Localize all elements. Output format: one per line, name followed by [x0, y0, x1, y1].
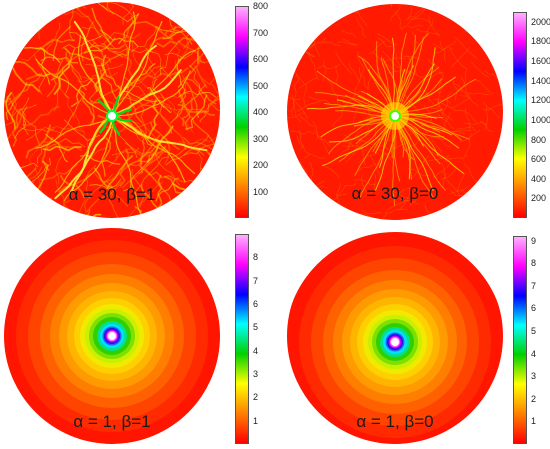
colorbar-tick-label: 7 — [531, 280, 537, 291]
colorbar-tick-label: 1 — [253, 415, 259, 426]
panel-caption: α = 30, β=0 — [351, 184, 439, 203]
colorbar — [513, 236, 527, 444]
colorbar-tick-label: 4 — [253, 345, 259, 356]
colorbar-tick-label: 1200 — [531, 95, 550, 106]
colorbar-tick-label: 5 — [253, 322, 259, 333]
disc-plot: α = 1, β=0 — [287, 228, 503, 444]
colorbar-tick-label: 9 — [531, 235, 537, 246]
concentric-field-svg — [287, 232, 503, 444]
colorbar-tick-label: 1000 — [531, 114, 550, 125]
colorbar-tick-label: 600 — [253, 54, 269, 64]
panel-alpha1-beta1: α = 1, β=1 8 7 6 5 4 3 2 1 — [0, 224, 275, 449]
colorbar — [513, 12, 527, 218]
colorbar-tick-label: 200 — [531, 193, 547, 204]
concentric-field-svg — [4, 228, 220, 444]
colorbar-tick-label: 500 — [253, 80, 269, 91]
colorbar-tick-label: 400 — [253, 107, 269, 117]
colorbar-ticks: 9 8 7 6 5 4 3 2 1 — [531, 236, 550, 444]
colorbar-ticks: 8 7 6 5 4 3 2 1 — [253, 234, 275, 444]
panel-alpha1-beta0: α = 1, β=0 9 8 7 6 5 4 3 2 1 — [275, 224, 550, 449]
colorbar-tick-label: 7 — [253, 275, 259, 286]
panel-alpha30-beta1: α = 30, β=1 800 700 600 500 400 300 200 100 — [0, 0, 275, 224]
colorbar-tick-label: 5 — [531, 325, 537, 336]
panel-caption: α = 1, β=1 — [73, 412, 151, 431]
colorbar-tick-label: 100 — [253, 186, 269, 197]
disc-plot: α = 30, β=0 — [287, 4, 503, 220]
colorbar-tick-label: 800 — [531, 134, 547, 145]
colorbar-ticks: 800 700 600 500 400 300 200 100 — [253, 2, 275, 218]
panel-caption: α = 1, β=0 — [356, 412, 434, 431]
colorbar-tick-label: 200 — [253, 160, 269, 170]
colorbar-tick-label: 2 — [253, 392, 259, 403]
colorbar-tick-label: 400 — [531, 173, 547, 184]
colorbar — [235, 6, 249, 218]
disc-plot: α = 30, β=1 — [4, 2, 220, 218]
colorbar-tick-label: 8 — [253, 252, 259, 263]
colorbar-tick-label: 700 — [253, 27, 269, 38]
panel-caption: α = 30, β=1 — [68, 185, 156, 204]
panel-alpha30-beta0: α = 30, β=0 2000 1800 1600 1400 1200 1000 800 6… — [275, 0, 550, 224]
disc-plot: α = 1, β=1 — [4, 228, 220, 444]
colorbar-tick-label: 1800 — [531, 36, 550, 47]
colorbar-tick-label: 1 — [531, 416, 537, 427]
colorbar-tick-label: 1400 — [531, 75, 550, 86]
colorbar — [235, 234, 249, 444]
colorbar-tick-label: 6 — [531, 303, 537, 314]
colorbar-tick-label: 2000 — [531, 16, 550, 27]
colorbar-tick-label: 1600 — [531, 56, 550, 67]
colorbar-tick-label: 600 — [531, 154, 547, 165]
fracture-field-svg — [4, 2, 220, 218]
colorbar-tick-label: 6 — [253, 299, 259, 309]
colorbar-tick-label: 4 — [531, 348, 537, 359]
colorbar-tick-label: 8 — [531, 258, 537, 269]
colorbar-tick-label: 2 — [531, 393, 537, 404]
colorbar-tick-label: 3 — [531, 371, 537, 382]
colorbar-tick-label: 300 — [253, 133, 269, 144]
colorbar-ticks: 2000 1800 1600 1400 1200 1000 800 600 400 200 — [531, 12, 550, 218]
colorbar-tick-label: 800 — [253, 1, 269, 11]
colorbar-tick-label: 3 — [253, 369, 259, 379]
